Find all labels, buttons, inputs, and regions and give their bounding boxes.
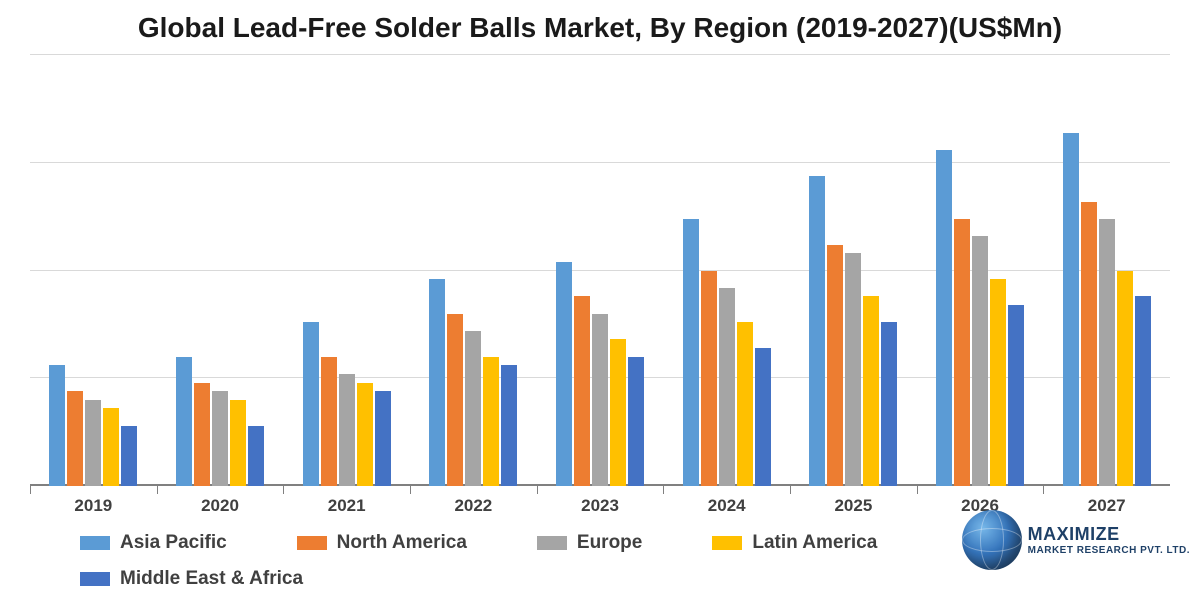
bar xyxy=(755,348,771,486)
legend-item: Middle East & Africa xyxy=(80,568,303,590)
bar-group xyxy=(157,55,284,486)
bar xyxy=(954,219,970,486)
bar-group xyxy=(790,55,917,486)
bar xyxy=(592,314,608,486)
bar-group xyxy=(1043,55,1170,486)
x-axis-label: 2025 xyxy=(790,486,917,516)
globe-icon xyxy=(962,510,1022,570)
bar xyxy=(972,236,988,486)
bar xyxy=(230,400,246,486)
bar-group xyxy=(917,55,1044,486)
bar-group xyxy=(30,55,157,486)
axis-tick xyxy=(30,486,31,494)
bar xyxy=(556,262,572,486)
watermark-logo: MAXIMIZE MARKET RESEARCH PVT. LTD. xyxy=(962,510,1190,570)
bar xyxy=(827,245,843,486)
bar xyxy=(683,219,699,486)
bar xyxy=(936,150,952,486)
axis-tick xyxy=(157,486,158,494)
axis-tick xyxy=(1043,486,1044,494)
legend-label: Europe xyxy=(577,532,642,554)
bar xyxy=(1099,219,1115,486)
legend-swatch xyxy=(712,536,742,550)
chart-title: Global Lead-Free Solder Balls Market, By… xyxy=(20,10,1180,55)
bar xyxy=(990,279,1006,486)
bar xyxy=(483,357,499,486)
bar xyxy=(701,271,717,487)
x-axis-label: 2022 xyxy=(410,486,537,516)
legend-swatch xyxy=(80,572,110,586)
bar xyxy=(1063,133,1079,486)
axis-tick xyxy=(537,486,538,494)
bar xyxy=(194,383,210,486)
bar xyxy=(809,176,825,486)
bar xyxy=(176,357,192,486)
legend-swatch xyxy=(297,536,327,550)
bar xyxy=(1135,296,1151,486)
bar xyxy=(85,400,101,486)
bar-group xyxy=(537,55,664,486)
legend-item: Latin America xyxy=(712,532,877,554)
bar xyxy=(845,253,861,486)
bar xyxy=(465,331,481,486)
legend-item: North America xyxy=(297,532,467,554)
bar xyxy=(121,426,137,486)
bar xyxy=(303,322,319,486)
bar-groups xyxy=(30,55,1170,486)
x-axis-label: 2023 xyxy=(537,486,664,516)
bar xyxy=(447,314,463,486)
bar xyxy=(574,296,590,486)
x-axis-label: 2021 xyxy=(283,486,410,516)
bar xyxy=(248,426,264,486)
legend-label: Middle East & Africa xyxy=(120,568,303,590)
axis-tick xyxy=(790,486,791,494)
axis-tick xyxy=(917,486,918,494)
watermark-line2: MARKET RESEARCH PVT. LTD. xyxy=(1028,545,1190,556)
plot-region xyxy=(30,55,1170,486)
bar xyxy=(339,374,355,486)
bar xyxy=(103,408,119,486)
bar-group xyxy=(283,55,410,486)
legend-item: Europe xyxy=(537,532,642,554)
bar xyxy=(67,391,83,486)
bar xyxy=(610,339,626,486)
axis-tick xyxy=(410,486,411,494)
legend-label: Latin America xyxy=(752,532,877,554)
x-axis-label: 2024 xyxy=(663,486,790,516)
bar xyxy=(881,322,897,486)
bar xyxy=(501,365,517,486)
axis-tick xyxy=(283,486,284,494)
bar xyxy=(49,365,65,486)
bar xyxy=(1008,305,1024,486)
watermark-line1: MAXIMIZE xyxy=(1028,524,1190,545)
legend-item: Asia Pacific xyxy=(80,532,227,554)
legend-swatch xyxy=(80,536,110,550)
watermark-text: MAXIMIZE MARKET RESEARCH PVT. LTD. xyxy=(1028,524,1190,556)
bar xyxy=(375,391,391,486)
bar xyxy=(719,288,735,486)
bar xyxy=(212,391,228,486)
bar xyxy=(321,357,337,486)
bar-group xyxy=(410,55,537,486)
bar xyxy=(628,357,644,486)
x-axis-label: 2020 xyxy=(157,486,284,516)
bar-group xyxy=(663,55,790,486)
bar xyxy=(1081,202,1097,486)
bar xyxy=(737,322,753,486)
x-axis-label: 2019 xyxy=(30,486,157,516)
legend-label: Asia Pacific xyxy=(120,532,227,554)
bar xyxy=(429,279,445,486)
bar xyxy=(1117,271,1133,487)
axis-tick xyxy=(663,486,664,494)
legend-label: North America xyxy=(337,532,467,554)
bar xyxy=(357,383,373,486)
legend-swatch xyxy=(537,536,567,550)
bar xyxy=(863,296,879,486)
